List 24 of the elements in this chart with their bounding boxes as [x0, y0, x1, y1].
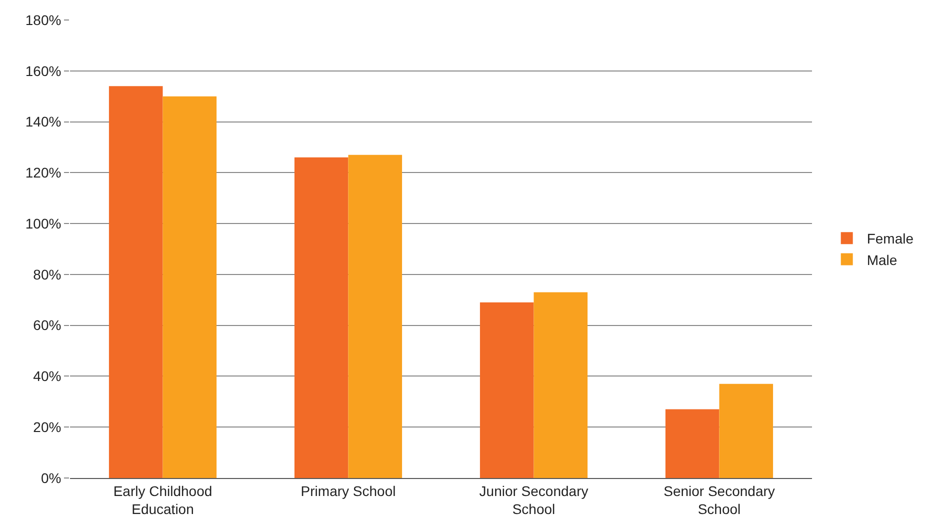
bar — [534, 292, 588, 478]
bar — [108, 86, 163, 478]
y-tick-label: 160% — [25, 62, 62, 79]
y-tick-label: 60% — [33, 317, 62, 334]
legend-label: Male — [866, 252, 898, 268]
y-tick-label: 180% — [25, 12, 62, 28]
y-tick-label: 20% — [33, 419, 62, 436]
x-tick-label: Early Childhood Education — [113, 482, 212, 517]
y-tick-label: 40% — [33, 368, 62, 384]
x-tick-label: Senior Secondary School — [664, 482, 775, 517]
y-tick-label: 120% — [25, 164, 62, 181]
y-tick-label: 80% — [33, 266, 62, 282]
bar — [719, 384, 774, 478]
x-tick-label: Junior Secondary School — [479, 482, 588, 517]
bar — [665, 409, 720, 478]
y-tick-label: 0% — [40, 470, 62, 486]
legend-label: Female — [866, 230, 914, 247]
bar — [294, 157, 348, 478]
y-tick-label: 100% — [25, 215, 62, 232]
bar — [348, 154, 402, 478]
bar — [162, 96, 217, 478]
y-tick-label: 140% — [25, 114, 62, 130]
bar — [480, 302, 534, 478]
x-tick-label: Primary School — [300, 482, 396, 499]
